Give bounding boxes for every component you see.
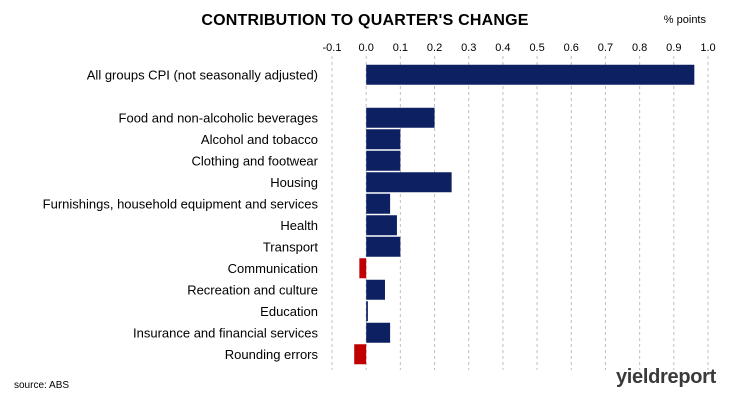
x-tick-label: 0.4 [495, 42, 510, 54]
bar [366, 215, 397, 236]
x-tick-label: 0.5 [529, 42, 544, 54]
bar [366, 322, 391, 343]
bar [354, 344, 367, 365]
x-tick-label: 1.0 [700, 42, 715, 54]
bar [366, 129, 401, 150]
category-label: Transport [263, 239, 319, 254]
category-label: Alcohol and tobacco [201, 132, 318, 147]
x-tick-label: 0.2 [427, 42, 442, 54]
bar [366, 64, 695, 85]
category-labels: All groups CPI (not seasonally adjusted)… [43, 67, 319, 362]
x-tick-label: 0.6 [564, 42, 579, 54]
bar [366, 193, 391, 214]
category-label: Insurance and financial services [133, 325, 318, 340]
bar [366, 301, 368, 322]
x-tick-labels: -0.1 0.0 0.1 0.2 0.3 0.4 0.5 0.6 0.7 0.8 0.9 1.0 [323, 42, 716, 54]
bar [366, 107, 435, 128]
category-label: Education [260, 304, 318, 319]
bar [366, 172, 452, 193]
x-tick-label: 0.0 [359, 42, 374, 54]
category-label: All groups CPI (not seasonally adjusted) [87, 67, 318, 82]
bar [366, 236, 401, 257]
x-tick-label: 0.3 [461, 42, 476, 54]
bar [366, 279, 385, 300]
x-tick-label: 0.8 [632, 42, 647, 54]
x-tick-label: 0.7 [598, 42, 613, 54]
category-label: Health [280, 218, 318, 233]
category-label: Rounding errors [225, 347, 319, 362]
chart-title: CONTRIBUTION TO QUARTER'S CHANGE [201, 12, 529, 29]
x-tick-label: 0.1 [393, 42, 408, 54]
category-label: Food and non-alcoholic beverages [119, 110, 319, 125]
unit-label: % points [663, 14, 706, 26]
bar [359, 258, 367, 279]
bars [354, 64, 695, 365]
category-label: Furnishings, household equipment and ser… [43, 196, 319, 211]
category-label: Clothing and footwear [192, 153, 319, 168]
source-note: source: ABS [14, 380, 70, 391]
category-label: Housing [270, 175, 318, 190]
category-label: Recreation and culture [187, 282, 318, 297]
bar [366, 150, 401, 171]
yieldreport-logo: yieldreport [615, 366, 716, 388]
x-tick-label: -0.1 [323, 42, 342, 54]
x-tick-label: 0.9 [666, 42, 681, 54]
category-label: Communication [228, 261, 318, 276]
